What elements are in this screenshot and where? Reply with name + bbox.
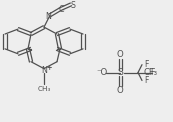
Text: N: N <box>45 12 51 21</box>
Text: S: S <box>71 1 75 10</box>
Text: O: O <box>117 86 123 95</box>
Text: CF₃: CF₃ <box>144 68 158 77</box>
Text: CH₃: CH₃ <box>37 86 51 92</box>
Text: O: O <box>117 50 123 59</box>
Text: F: F <box>150 68 154 77</box>
Text: +: + <box>46 65 52 71</box>
Text: C: C <box>58 5 64 14</box>
Text: N: N <box>41 66 47 75</box>
Text: S: S <box>117 68 123 77</box>
Text: F: F <box>144 60 148 69</box>
Text: ⁻O: ⁻O <box>96 68 108 77</box>
Text: F: F <box>144 76 148 85</box>
